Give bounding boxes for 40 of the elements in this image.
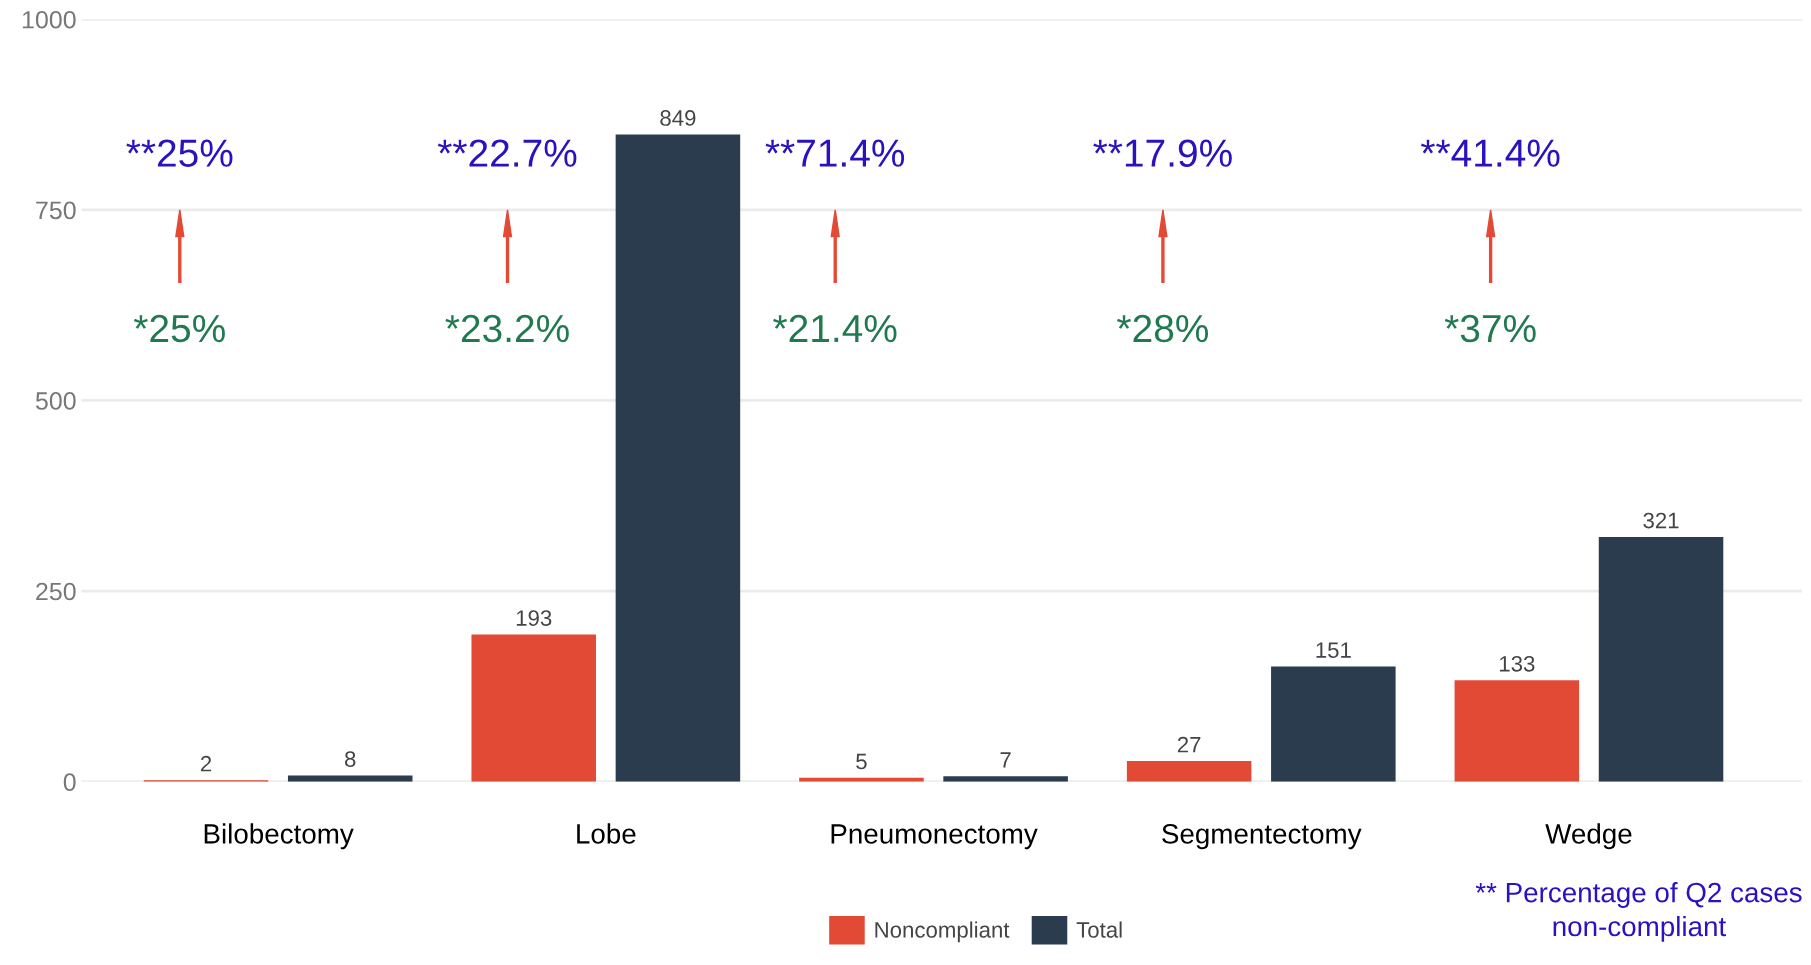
y-tick-label: 1000 xyxy=(22,10,76,29)
annotation: *28% xyxy=(1117,314,1209,343)
data-label: 2 xyxy=(200,755,212,772)
data-label: 7 xyxy=(1000,752,1011,768)
data-label: 27 xyxy=(1177,736,1201,753)
annotation: *37% xyxy=(1444,314,1536,343)
annotation: **41.4% xyxy=(1420,139,1560,167)
y-tick-label: 500 xyxy=(35,392,76,410)
annotation: *25% xyxy=(133,314,225,343)
y-tick-label: 750 xyxy=(36,201,76,220)
bar xyxy=(943,776,1068,782)
x-tick-label: Segmentectomy xyxy=(1162,824,1362,850)
x-tick-label: Bilobectomy xyxy=(204,823,354,850)
bar xyxy=(1598,536,1724,782)
y-tick-label: 0 xyxy=(63,773,76,791)
annotation: **22.7% xyxy=(437,139,577,167)
y-tick-label: 250 xyxy=(36,582,76,601)
legend-label: Noncompliant xyxy=(875,921,1010,943)
annotation: *21.4% xyxy=(773,314,897,343)
annotation: **71.4% xyxy=(765,139,905,167)
bar xyxy=(1271,666,1396,782)
x-tick-label: Wedge xyxy=(1545,823,1632,850)
data-label: 151 xyxy=(1316,642,1351,658)
annotation: *23.2% xyxy=(445,314,569,343)
data-label: 849 xyxy=(660,110,696,126)
text: ** Percentage of Q2 cases non-compliant xyxy=(1475,882,1802,942)
data-label: 133 xyxy=(1500,655,1535,672)
x-tick-label: Lobe xyxy=(577,823,636,844)
x-tick-label: Pneumonectomy xyxy=(831,824,1038,850)
annotation: **17.9% xyxy=(1093,139,1232,167)
annotation: **25% xyxy=(126,139,233,167)
bar xyxy=(471,634,596,782)
data-label: 5 xyxy=(856,753,867,770)
bar xyxy=(1454,680,1580,782)
data-label: 193 xyxy=(516,610,552,626)
bar xyxy=(615,134,741,782)
legend-label: Total xyxy=(1076,921,1122,938)
data-label: 8 xyxy=(345,751,356,767)
data-label: 321 xyxy=(1643,512,1679,529)
bar xyxy=(1126,761,1252,782)
